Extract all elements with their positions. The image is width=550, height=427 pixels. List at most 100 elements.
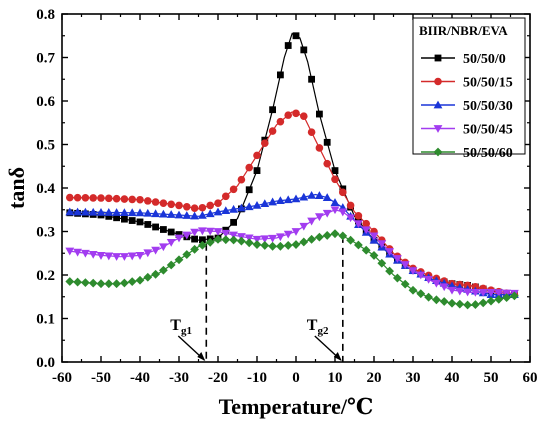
data-point [120,253,129,261]
data-point [393,255,402,263]
x-axis-title: Temperature/℃ [219,394,374,419]
data-point [424,292,433,302]
legend-item: 50/50/30 [421,99,513,114]
data-point [174,210,184,219]
data-point [88,207,98,216]
data-point [408,285,418,295]
data-point [213,228,223,236]
data-point [105,212,113,220]
legend-label: 50/50/15 [463,76,513,91]
legend-swatch-marker [433,147,443,157]
data-point [331,167,339,174]
data-point [292,32,300,40]
data-point [252,240,262,249]
data-point [307,190,316,199]
tg-annotation-lines [205,235,344,362]
x-tick-label: -10 [247,370,267,386]
data-point [143,208,153,217]
data-point [112,279,121,289]
x-tick-label: -50 [91,370,111,386]
legend-item: 50/50/45 [421,123,513,138]
data-point [455,299,465,309]
data-point [144,197,152,205]
y-tick-label: 0.4 [36,181,55,197]
data-point [175,201,183,210]
data-point [361,245,371,255]
data-point [316,110,323,118]
data-point [127,277,137,287]
data-point [330,229,340,239]
y-tick-label: 0.8 [36,7,55,23]
y-axis-title: tanδ [4,167,29,209]
data-point [478,289,488,297]
data-point [66,193,74,202]
legend-swatch-marker [433,125,443,133]
x-tick-label: -40 [130,370,150,386]
x-tick-label: -60 [52,370,72,386]
data-point [205,227,215,236]
data-point [346,214,355,223]
data-point [127,208,137,217]
data-point [65,207,75,216]
y-tick-label: 0.1 [36,312,55,328]
data-point [354,240,363,250]
axis-ticks [61,13,531,363]
data-point [339,188,347,197]
legend-item: 50/50/15 [421,76,513,91]
data-point [81,207,90,216]
data-point [167,228,175,236]
y-tick-label: 0.3 [36,225,55,241]
data-point [261,139,269,147]
data-point [205,237,215,247]
legend-label: 50/50/60 [463,146,513,161]
data-point [400,261,410,269]
data-point [112,208,121,216]
data-point [159,265,168,275]
tg2-label-subscript: g2 [317,325,329,337]
data-point [252,235,262,244]
data-point [291,194,301,203]
data-point [471,289,480,297]
legend-box [412,17,526,155]
data-point [292,109,300,118]
data-point [65,277,75,286]
data-point [237,203,246,212]
data-point [354,220,363,229]
data-point [237,236,246,246]
data-point [120,278,129,288]
data-point [276,117,285,126]
data-point [471,300,480,309]
data-point [331,175,339,184]
data-point [315,232,324,242]
data-point [229,185,238,194]
data-point [439,297,449,306]
data-point [229,235,238,245]
legend-swatch-marker [434,77,442,86]
data-point [283,241,293,250]
data-point [151,246,160,255]
data-point [159,243,168,252]
x-tick-label: -30 [169,370,189,386]
data-point [151,209,160,218]
data-point [260,235,270,244]
data-point [97,194,105,202]
data-point [276,233,285,242]
data-point [330,198,340,206]
data-point [245,163,253,172]
data-point [322,193,332,201]
data-point [408,267,418,276]
data-point [260,241,270,250]
data-point [198,211,207,219]
data-point [416,289,426,299]
data-point [96,279,106,289]
data-point [221,206,231,215]
x-tick-label: 20 [367,370,382,386]
data-point [322,209,332,218]
data-point [214,199,222,208]
y-tick-label: 0.5 [36,138,55,154]
data-point [81,193,90,202]
legend-label: 50/50/30 [463,99,513,114]
data-point [198,240,207,250]
data-point [143,272,153,282]
data-point [221,235,231,245]
